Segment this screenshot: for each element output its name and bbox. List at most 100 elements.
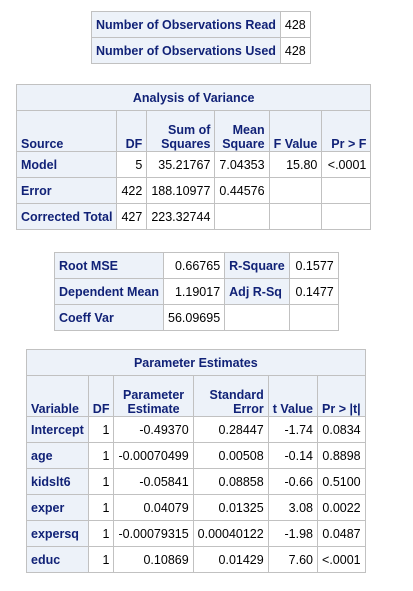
column-header-f-value: F Value	[268, 110, 323, 152]
cell-f-value	[268, 203, 323, 230]
parameter-estimates-table: Parameter Estimates Variable DF Paramete…	[26, 349, 366, 573]
header-line: Square	[222, 137, 265, 151]
table-row: Number of Observations Used 428	[91, 37, 311, 64]
cell-f-value	[268, 177, 323, 204]
cell-standard-error: 0.01325	[192, 494, 269, 521]
dependent-mean-label: Dependent Mean	[53, 278, 165, 305]
cell-t-value: 7.60	[267, 546, 319, 573]
cell-df: 1	[87, 442, 115, 469]
cell-standard-error: 0.08858	[192, 468, 269, 495]
table-row: Error 422 188.10977 0.44576	[15, 177, 372, 204]
row-header-corrected-total: Corrected Total	[15, 203, 118, 230]
observations-table: Number of Observations Read 428 Number o…	[91, 11, 311, 64]
cell-pr-t: 0.0834	[317, 416, 366, 443]
cell-sum-of-squares: 223.32744	[146, 203, 216, 230]
cell-estimate: -0.05841	[113, 468, 194, 495]
cell-t-value: -0.66	[267, 468, 319, 495]
observations-used-value: 428	[279, 37, 311, 64]
column-header-t-value: t Value	[267, 375, 319, 417]
column-header-source: Source	[15, 110, 118, 152]
table-header-row: Source DF Sum of Squares Mean Square F Val…	[15, 110, 372, 152]
table-row: Number of Observations Read 428	[91, 11, 311, 38]
table-row: educ 1 0.10869 0.01429 7.60 <.0001	[26, 546, 366, 573]
dependent-mean-value: 1.19017	[163, 278, 226, 305]
anova-title: Analysis of Variance	[15, 84, 372, 111]
header-line: Sum of	[168, 123, 211, 137]
column-header-variable: Variable	[26, 375, 89, 417]
root-mse-label: Root MSE	[53, 252, 165, 279]
cell-pr-t: 0.0022	[317, 494, 366, 521]
column-header-df: DF	[87, 375, 115, 417]
column-header-sum-of-squares: Sum of Squares	[146, 110, 216, 152]
header-line: Estimate	[127, 402, 180, 416]
cell-df: 1	[87, 494, 115, 521]
cell-f-value: 15.80	[268, 151, 323, 178]
cell-pr-f: <.0001	[321, 151, 372, 178]
cell-mean-square: 7.04353	[214, 151, 270, 178]
column-header-pr-t: Pr > |t|	[317, 375, 366, 417]
cell-t-value: 3.08	[267, 494, 319, 521]
cell-df: 1	[87, 520, 115, 547]
column-header-mean-square: Mean Square	[214, 110, 270, 152]
observations-read-value: 428	[279, 11, 311, 38]
row-header-intercept: Intercept	[26, 416, 89, 443]
cell-estimate: 0.04079	[113, 494, 194, 521]
cell-pr-f	[321, 177, 372, 204]
coeff-var-value: 56.09695	[163, 304, 226, 331]
cell-pr-t: <.0001	[317, 546, 366, 573]
adj-r-sq-value: 0.1477	[288, 278, 339, 305]
r-square-label: R-Square	[224, 252, 290, 279]
cell-df: 5	[116, 151, 148, 178]
cell-pr-t: 0.8898	[317, 442, 366, 469]
table-header-row: Variable DF Parameter Estimate Standard Er…	[26, 375, 366, 417]
row-header-model: Model	[15, 151, 118, 178]
cell-pr-t: 0.5100	[317, 468, 366, 495]
header-line: Mean	[232, 123, 265, 137]
table-row: Root MSE 0.66765 R-Square 0.1577	[53, 252, 339, 279]
cell-estimate: 0.10869	[113, 546, 194, 573]
table-row: kidslt6 1 -0.05841 0.08858 -0.66 0.5100	[26, 468, 366, 495]
row-header-age: age	[26, 442, 89, 469]
cell-df: 1	[87, 468, 115, 495]
cell-standard-error: 0.28447	[192, 416, 269, 443]
table-row: Model 5 35.21767 7.04353 15.80 <.0001	[15, 151, 372, 178]
table-caption-row: Analysis of Variance	[15, 84, 372, 111]
cell-standard-error: 0.00040122	[192, 520, 269, 547]
table-caption-row: Parameter Estimates	[26, 349, 366, 376]
table-row: expersq 1 -0.00079315 0.00040122 -1.98 0…	[26, 520, 366, 547]
observations-used-label: Number of Observations Used	[91, 37, 281, 64]
row-header-error: Error	[15, 177, 118, 204]
r-square-value: 0.1577	[288, 252, 339, 279]
coeff-var-label: Coeff Var	[53, 304, 165, 331]
header-line: Error	[233, 402, 264, 416]
anova-table: Analysis of Variance Source DF Sum of Squ…	[15, 84, 372, 230]
cell-estimate: -0.00070499	[113, 442, 194, 469]
cell-t-value: -1.98	[267, 520, 319, 547]
cell-df: 427	[116, 203, 148, 230]
cell-estimate: -0.00079315	[113, 520, 194, 547]
table-row: age 1 -0.00070499 0.00508 -0.14 0.8898	[26, 442, 366, 469]
row-header-educ: educ	[26, 546, 89, 573]
fit-statistics-table: Root MSE 0.66765 R-Square 0.1577 Depende…	[53, 252, 339, 331]
row-header-expersq: expersq	[26, 520, 89, 547]
cell-df: 1	[87, 546, 115, 573]
observations-read-label: Number of Observations Read	[91, 11, 281, 38]
cell-df: 1	[87, 416, 115, 443]
header-line: Squares	[161, 137, 211, 151]
row-header-exper: exper	[26, 494, 89, 521]
table-row: Intercept 1 -0.49370 0.28447 -1.74 0.083…	[26, 416, 366, 443]
parameter-estimates-title: Parameter Estimates	[26, 349, 366, 376]
table-row: Dependent Mean 1.19017 Adj R-Sq 0.1477	[53, 278, 339, 305]
column-header-df: DF	[116, 110, 148, 152]
column-header-parameter-estimate: Parameter Estimate	[113, 375, 194, 417]
column-header-pr-f: Pr > F	[321, 110, 372, 152]
cell-mean-square	[214, 203, 270, 230]
header-line: Standard	[209, 388, 264, 402]
cell-sum-of-squares: 35.21767	[146, 151, 216, 178]
empty-cell	[224, 304, 290, 331]
adj-r-sq-label: Adj R-Sq	[224, 278, 290, 305]
table-row: Corrected Total 427 223.32744	[15, 203, 372, 230]
cell-df: 422	[116, 177, 148, 204]
row-header-kidslt6: kidslt6	[26, 468, 89, 495]
cell-pr-f	[321, 203, 372, 230]
